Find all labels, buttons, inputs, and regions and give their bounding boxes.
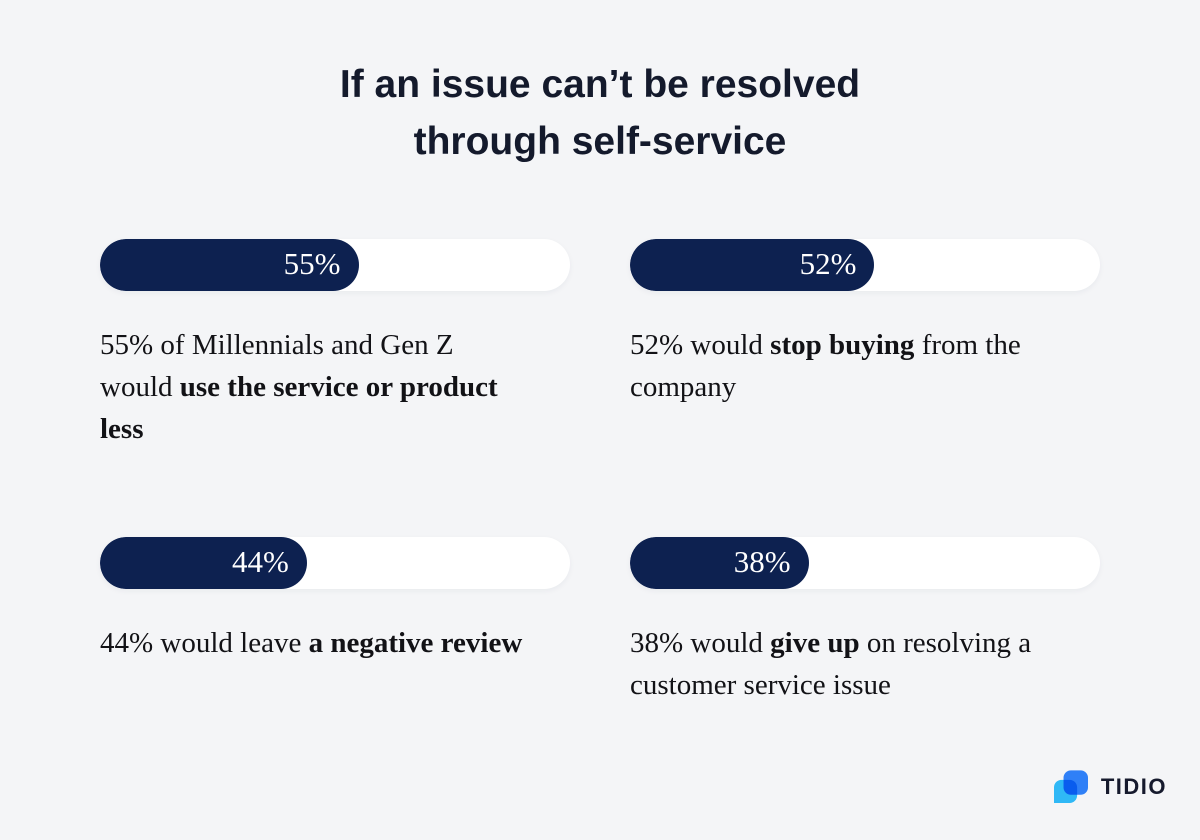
- stat-description: 38% would give up on resolving a customer…: [630, 627, 1032, 701]
- progress-bar: 55%: [100, 239, 570, 291]
- chart-title: If an issue can’t be resolved through se…: [0, 56, 1200, 170]
- progress-fill: 44%: [100, 537, 307, 589]
- stat-description: 44% would leave a negative review: [100, 627, 523, 659]
- progress-bar: 52%: [630, 239, 1100, 291]
- progress-fill: 55%: [100, 239, 359, 291]
- percent-label: 55%: [283, 246, 341, 281]
- chat-bubbles-icon: [1053, 770, 1088, 806]
- progress-fill: 52%: [630, 239, 875, 291]
- percent-label: 38%: [733, 544, 791, 579]
- progress-fill: 38%: [630, 537, 809, 589]
- percent-label: 44%: [231, 544, 289, 579]
- stat-card: 38% 38% would give up on resolving a cust…: [630, 537, 1100, 706]
- percent-label: 52%: [799, 246, 857, 281]
- stat-card: 44% 44% would leave a negative review: [100, 537, 570, 664]
- tidio-wordmark: TIDIO: [1100, 774, 1167, 799]
- stat-description: 52% would stop buying from the company: [630, 329, 1021, 403]
- stat-card: 52% 52% would stop buying from the compan…: [630, 239, 1100, 408]
- tidio-logo: TIDIO: [1053, 770, 1167, 806]
- chart-title-line2: through self-service: [413, 120, 787, 163]
- progress-bar: 44%: [100, 537, 570, 589]
- chart-title-line1: If an issue can’t be resolved: [339, 63, 861, 106]
- progress-bar: 38%: [630, 537, 1100, 589]
